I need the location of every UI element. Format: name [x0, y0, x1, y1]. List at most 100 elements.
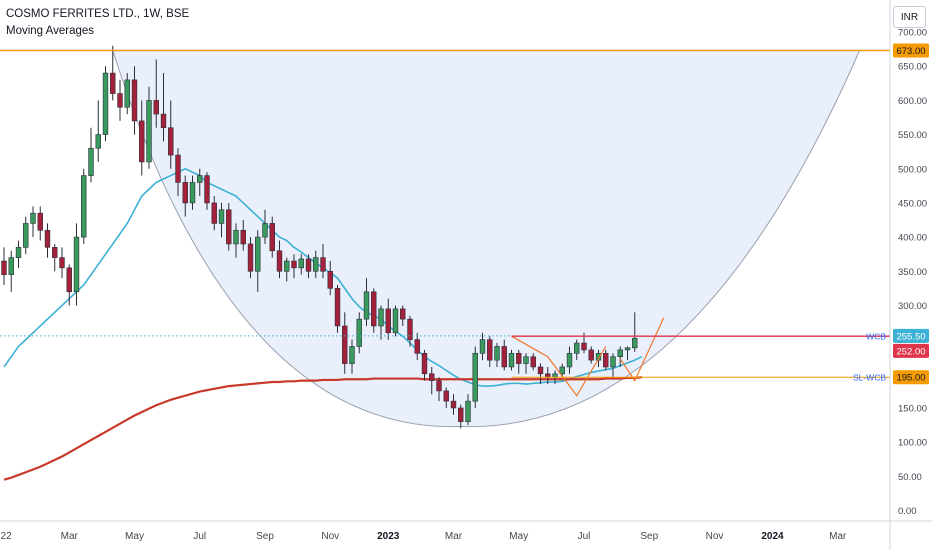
candle-body: [37, 212, 43, 231]
candle-body: [494, 346, 500, 361]
candle: [52, 243, 58, 272]
cup-fill: [112, 50, 860, 427]
candle-body: [95, 134, 101, 149]
candle-body: [392, 308, 399, 334]
candle: [617, 346, 623, 367]
time-tick-label: Mar: [829, 531, 847, 542]
zigzag-left: [511, 335, 607, 397]
candle: [508, 349, 515, 371]
candle: [320, 243, 326, 279]
price-label-current: 255.50: [893, 328, 929, 343]
price-tick-label: 100.00: [898, 438, 927, 449]
candle-body: [421, 352, 428, 375]
candle-body: [233, 229, 239, 245]
time-tick-label: Nov: [321, 531, 339, 542]
candle: [356, 312, 362, 354]
candle: [559, 363, 565, 378]
candle-body: [276, 250, 283, 272]
candle-body: [262, 223, 268, 238]
candle: [204, 172, 210, 210]
candle-body: [175, 154, 181, 183]
candle: [284, 257, 290, 282]
candle-body: [436, 380, 442, 392]
candle-body: [313, 257, 319, 272]
candle: [66, 264, 72, 306]
candle: [392, 305, 399, 337]
price-badge-text: 255.50: [896, 331, 925, 342]
candle-body: [73, 236, 80, 293]
candle: [537, 363, 544, 385]
candle-body: [443, 390, 449, 402]
price-label-support: 195.00: [893, 370, 929, 385]
price-tick-label: 400.00: [898, 233, 927, 244]
candle-body: [545, 373, 551, 378]
price-badge-text: 195.00: [896, 373, 925, 384]
time-tick-label: Sep: [256, 531, 274, 542]
candle: [233, 223, 239, 258]
candle: [255, 230, 261, 292]
candle-body: [552, 373, 558, 378]
plot-area: WCB SL-WCB: [0, 45, 890, 481]
candle: [407, 315, 413, 347]
candle-body: [131, 79, 138, 122]
candle-body: [487, 339, 493, 361]
candle-body: [378, 308, 384, 327]
time-tick-label: 22: [0, 531, 12, 542]
price-axis: 0.0050.00100.00150.00200.00250.00300.003…: [898, 28, 927, 517]
chart-legend: COSMO FERRITES LTD., 1W, BSE Moving Aver…: [6, 6, 189, 40]
candle: [182, 175, 188, 217]
candle: [400, 305, 406, 326]
candle: [30, 206, 36, 238]
candle: [8, 250, 14, 292]
candle-body: [595, 352, 602, 361]
candle: [414, 332, 420, 361]
candle: [160, 73, 167, 142]
price-tick-label: 600.00: [898, 96, 927, 107]
price-badge-text: 673.00: [896, 46, 925, 57]
candle: [378, 305, 384, 340]
time-tick-label: May: [509, 531, 528, 542]
candle: [342, 312, 348, 374]
candle-body: [23, 223, 29, 248]
price-badge: [893, 370, 929, 385]
candle: [15, 240, 22, 268]
candle-body: [59, 257, 65, 269]
symbol-title[interactable]: COSMO FERRITES LTD., 1W, BSE: [6, 8, 190, 20]
candle-body: [465, 400, 471, 422]
candle: [276, 240, 283, 279]
price-label-breakout: 252.00: [893, 343, 929, 358]
candle: [117, 79, 123, 121]
candle: [197, 168, 203, 197]
price-tick-label: 700.00: [898, 28, 927, 39]
candle: [240, 220, 246, 251]
price-label-resistance: 673.00: [893, 43, 929, 58]
candle: [516, 349, 522, 374]
candle-body: [284, 260, 290, 272]
candle: [226, 202, 232, 251]
candle-body: [291, 260, 297, 269]
candle: [624, 346, 631, 361]
candle-body: [523, 356, 529, 364]
time-tick-label: Sep: [640, 531, 658, 542]
candle-body: [110, 72, 116, 94]
candle-body: [407, 318, 413, 340]
candle: [371, 288, 377, 333]
candle: [153, 59, 159, 128]
price-tick-label: 500.00: [898, 164, 927, 175]
price-tick-label: 350.00: [898, 267, 927, 278]
indicator-label[interactable]: Moving Averages: [6, 25, 95, 37]
candle-body: [371, 291, 377, 327]
candle: [487, 336, 493, 367]
currency-button[interactable]: INR: [893, 6, 926, 28]
candle-body: [160, 113, 167, 129]
candle: [472, 346, 478, 408]
candle: [269, 216, 275, 258]
candle-body: [537, 366, 544, 375]
candle: [81, 168, 87, 244]
candle-body: [566, 352, 573, 368]
candle-body: [182, 182, 188, 204]
candle-body: [334, 288, 341, 327]
candle: [291, 254, 297, 279]
